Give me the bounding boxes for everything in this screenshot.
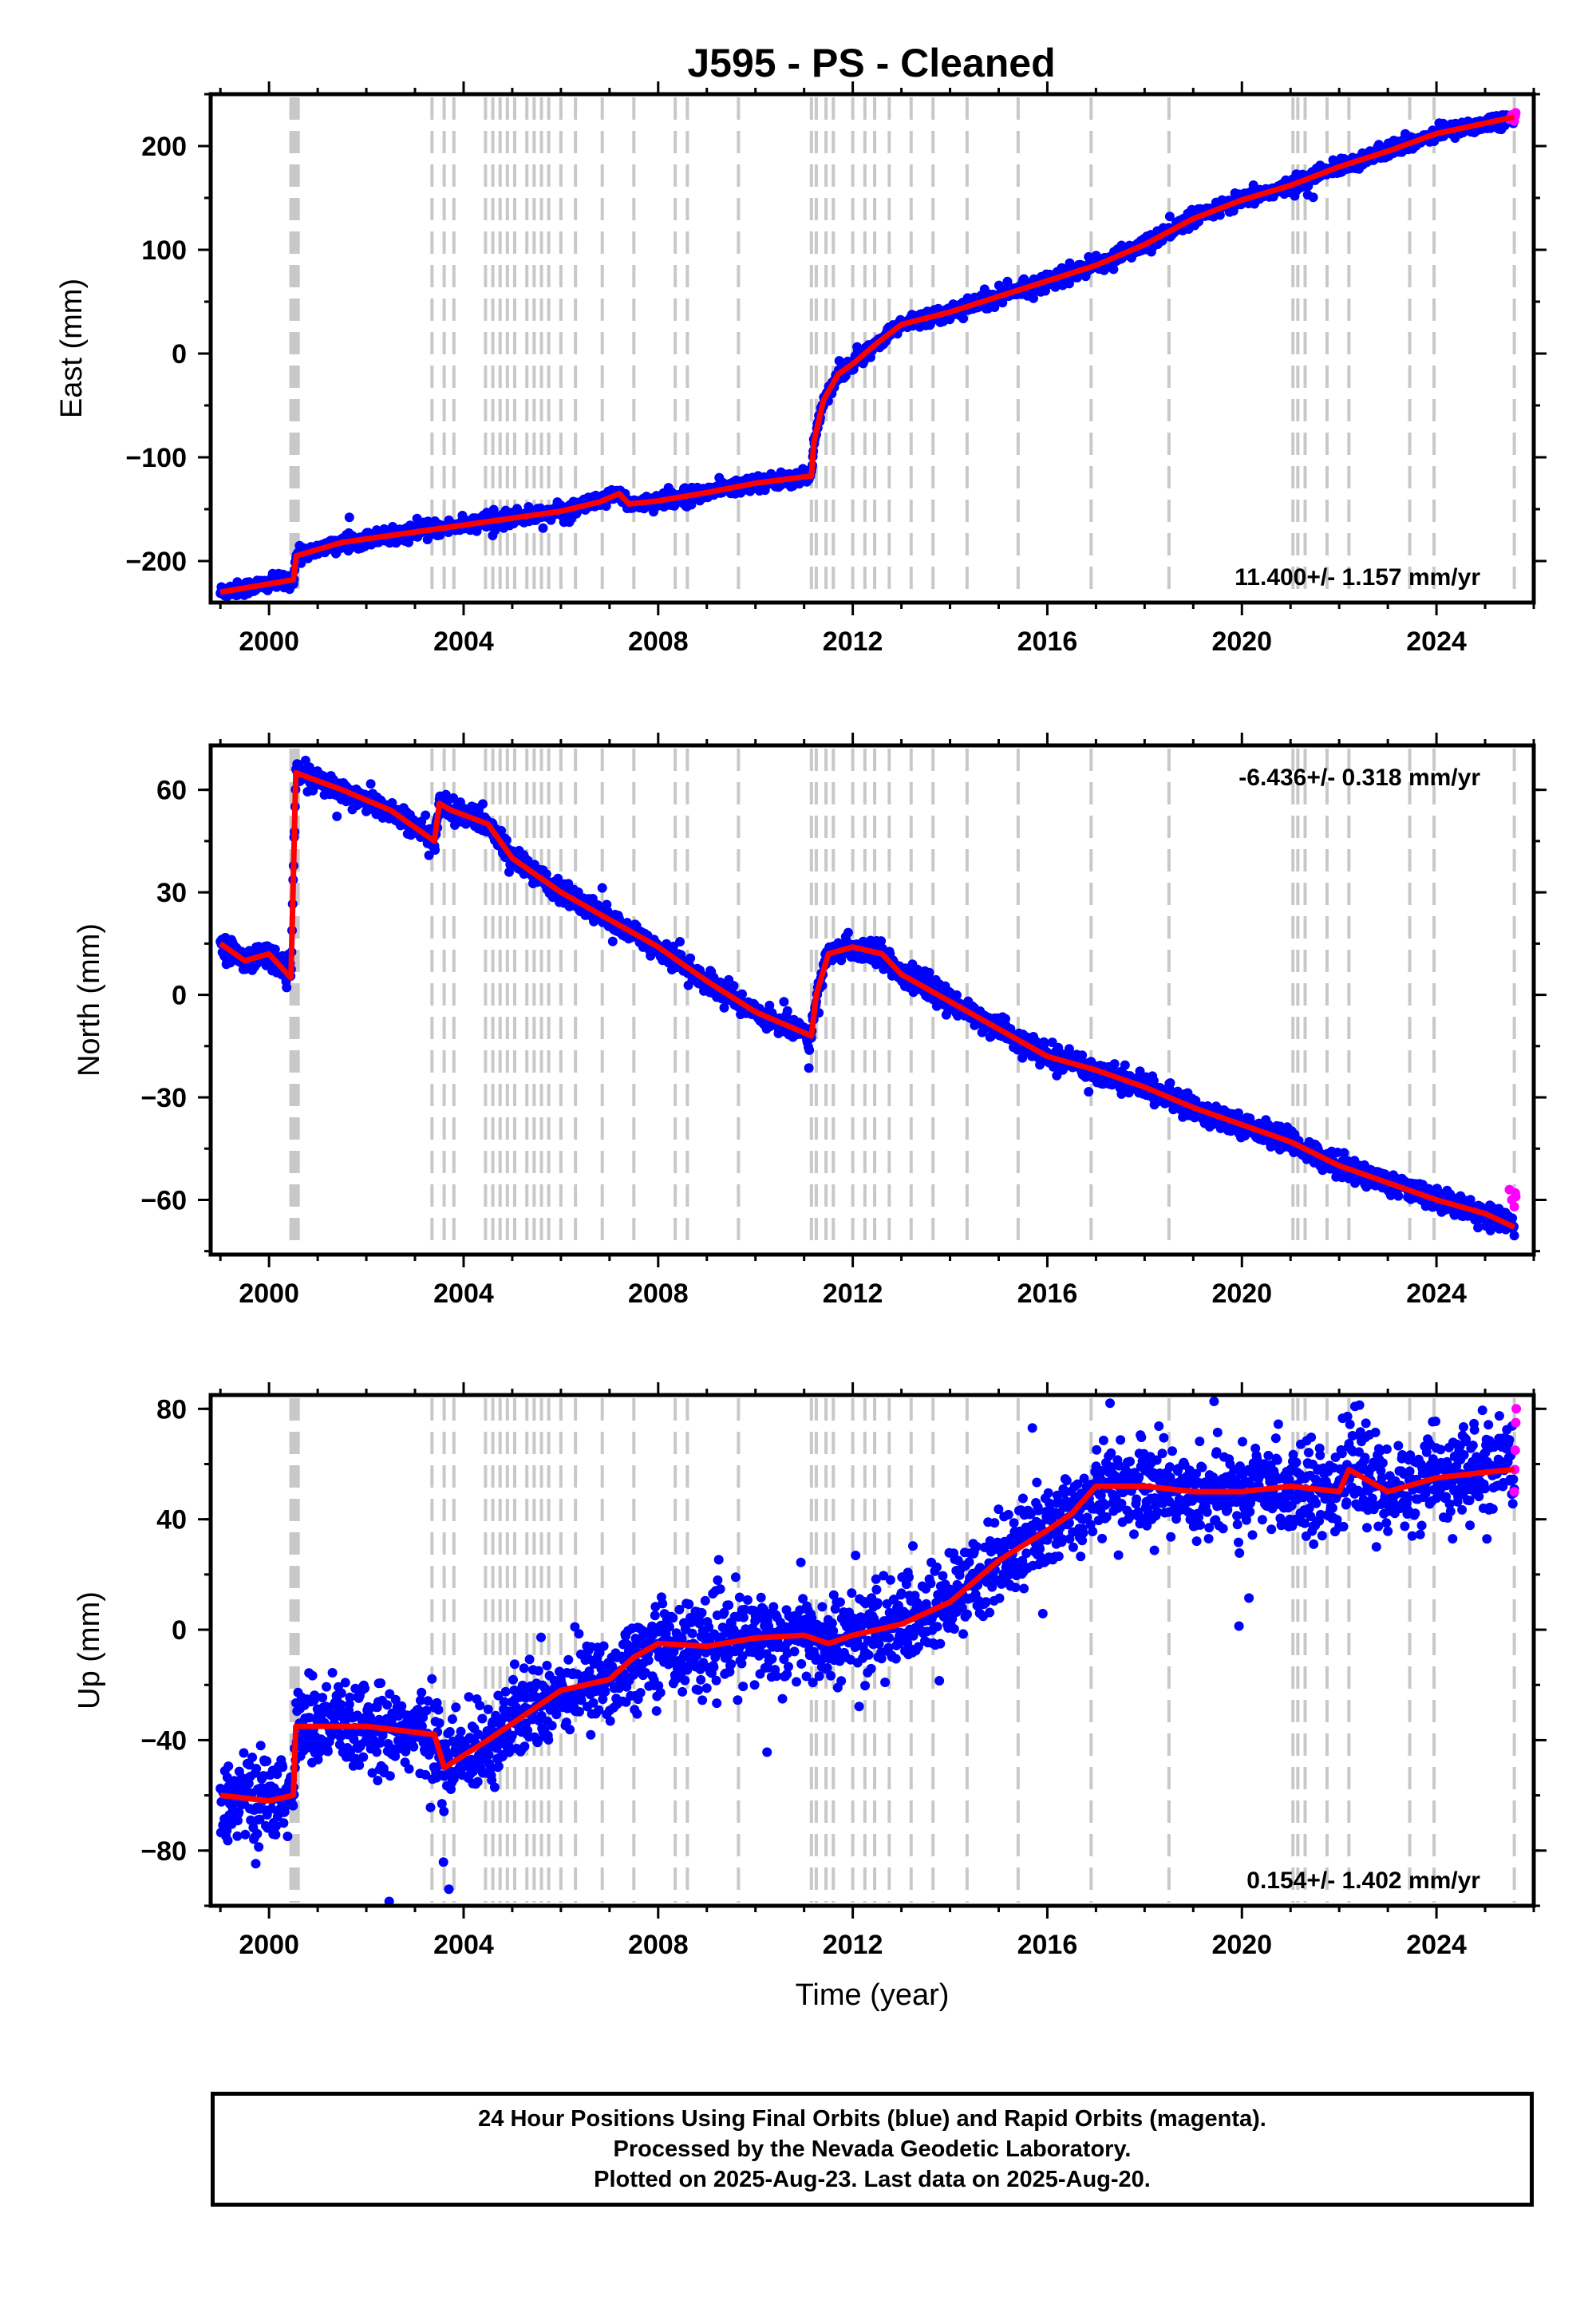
data-point <box>951 990 962 1000</box>
data-point <box>1108 264 1119 275</box>
panel-frame <box>208 92 1536 605</box>
data-point <box>1165 1078 1175 1088</box>
data-point <box>597 883 607 893</box>
data-point <box>804 1063 814 1073</box>
model-line <box>219 114 1515 595</box>
data-point <box>924 967 934 978</box>
y-axis-label: East (mm) <box>55 279 89 418</box>
data-point <box>332 811 342 821</box>
data-point <box>729 981 739 991</box>
final-orbit-points <box>215 755 1519 1241</box>
data-point <box>607 936 618 947</box>
data-point <box>1215 210 1225 220</box>
data-point <box>308 785 318 796</box>
data-point <box>1039 1039 1049 1049</box>
data-point <box>430 845 440 856</box>
data-point <box>1064 279 1074 289</box>
data-point <box>538 523 548 533</box>
data-point <box>1109 1059 1120 1069</box>
data-point <box>496 825 507 836</box>
data-point <box>1308 192 1318 203</box>
chart-title: J595 - PS - Cleaned <box>687 41 1055 85</box>
data-point <box>737 989 747 999</box>
data-point <box>282 982 292 993</box>
data-point <box>675 937 685 947</box>
data-point <box>1135 1066 1145 1077</box>
data-point <box>843 927 853 938</box>
data-point <box>421 810 431 820</box>
data-point <box>541 869 551 879</box>
x-tick-label: 2020 <box>1211 626 1272 657</box>
data-point <box>804 1045 815 1055</box>
data-point <box>365 779 376 789</box>
data-point <box>719 1002 729 1013</box>
data-point <box>504 867 514 877</box>
x-tick-label: 2004 <box>433 626 494 657</box>
data-point <box>270 944 280 954</box>
data-point <box>404 537 413 547</box>
data-point <box>1029 293 1038 303</box>
data-point <box>834 356 844 366</box>
data-point <box>1001 1014 1010 1024</box>
data-point <box>958 314 968 324</box>
y-tick-label: −100 <box>125 443 187 473</box>
data-point <box>1077 1050 1088 1061</box>
data-point <box>876 936 887 947</box>
data-point <box>782 1006 792 1016</box>
x-tick-label: 2000 <box>239 626 299 657</box>
x-tick-label: 2016 <box>1017 626 1078 657</box>
data-point <box>1116 1089 1127 1099</box>
data-point <box>478 799 488 809</box>
data-point <box>685 953 696 963</box>
data-point <box>1234 1108 1243 1118</box>
data-point <box>1164 211 1175 222</box>
data-point <box>344 512 354 523</box>
x-tick-label: 2008 <box>628 626 689 657</box>
rate-label: 11.400+/- 1.157 mm/yr <box>1235 564 1480 591</box>
y-tick-label: 0 <box>172 339 187 370</box>
data-point <box>1148 1076 1159 1086</box>
x-tick-label: 2024 <box>1406 626 1467 657</box>
data-point <box>1084 1087 1094 1097</box>
x-tick-label: 2012 <box>823 626 883 657</box>
y-tick-label: 200 <box>141 132 187 162</box>
data-point <box>1120 1060 1130 1070</box>
data-point <box>448 793 459 803</box>
y-tick-label: 100 <box>141 235 187 266</box>
y-tick-label: −200 <box>125 547 187 577</box>
data-point <box>779 997 789 1007</box>
final-orbit-points <box>215 109 1519 602</box>
